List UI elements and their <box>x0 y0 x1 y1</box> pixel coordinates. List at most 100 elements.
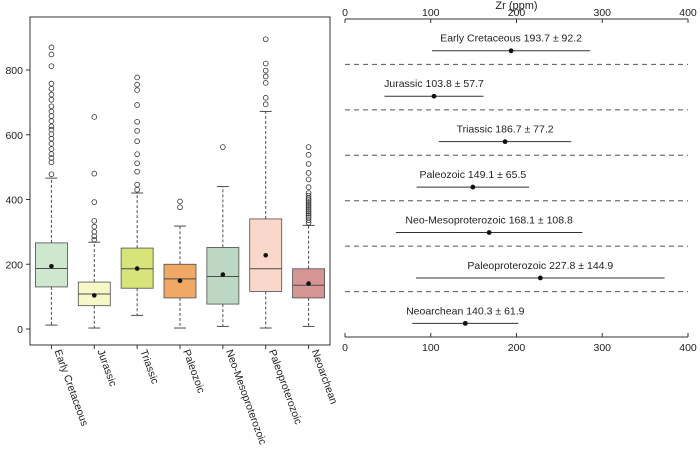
outlier-point <box>48 108 55 115</box>
box-plot-x-axis: Early Cretaceous Jurassic Triassic Paleozoi… <box>50 345 340 446</box>
outlier-point <box>48 113 55 119</box>
bottom-tick-label: 100 <box>422 342 440 354</box>
box-group <box>35 44 68 326</box>
outlier-point <box>177 204 183 211</box>
top-tick-label: 100 <box>422 7 440 19</box>
top-tick-label: 200 <box>508 7 526 19</box>
outlier-point <box>91 218 98 224</box>
error-bar-row: Early Cretaceous 193.7 ± 92.2 <box>345 33 688 65</box>
outlier-point <box>134 119 140 125</box>
mean-point <box>49 263 54 269</box>
outlier-point <box>305 203 312 209</box>
mean-point <box>220 272 226 277</box>
box-group <box>249 36 283 329</box>
error-bar-rows: Early Cretaceous 193.7 ± 92.2 Jurassic 10… <box>345 33 688 326</box>
outlier-point <box>134 87 140 93</box>
mean-point <box>91 293 97 298</box>
outlier-point <box>48 135 55 142</box>
box-group <box>292 144 325 327</box>
outlier-point <box>91 229 98 235</box>
x-tick-label: Jurassic <box>94 348 118 388</box>
outlier-point <box>48 91 55 98</box>
x-tick-label: Neo-Mesoproterozoic <box>223 348 269 446</box>
outlier-point <box>48 103 55 110</box>
outlier-point <box>48 123 55 130</box>
outlier-point <box>48 44 55 51</box>
outlier-point <box>305 210 312 217</box>
error-bar-row: Triassic 186.7 ± 77.2 <box>345 124 688 156</box>
outlier-point <box>262 73 269 80</box>
outlier-point <box>262 95 269 101</box>
y-tick-label: 600 <box>5 130 23 142</box>
outlier-point <box>48 126 55 133</box>
outlier-point <box>134 181 140 188</box>
mean-point <box>177 278 183 284</box>
outlier-point <box>91 199 98 205</box>
error-bar-axes: 0 0 100 100 200 200 300 300 400 400 <box>342 7 697 354</box>
outlier-point <box>91 236 98 243</box>
box-plot-boxes <box>35 36 325 329</box>
bottom-tick-label: 300 <box>593 342 611 354</box>
outlier-point <box>305 144 312 150</box>
outlier-point <box>91 233 98 240</box>
outlier-point <box>305 199 312 205</box>
outlier-point <box>305 214 312 221</box>
mean-point <box>537 275 543 281</box>
bottom-tick-label: 0 <box>342 342 348 354</box>
outlier-point <box>305 190 312 196</box>
outlier-point <box>134 186 140 193</box>
mean-point <box>263 252 269 258</box>
outlier-point <box>262 36 269 43</box>
bottom-tick-label: 200 <box>508 342 526 354</box>
outlier-point <box>305 161 312 167</box>
y-tick-label: 0 <box>17 324 23 336</box>
outlier-point <box>220 144 226 150</box>
outlier-point <box>91 223 98 230</box>
error-bar-label: Paleoproterozoic 227.8 ± 144.9 <box>467 260 613 272</box>
outlier-point <box>305 184 312 190</box>
mean-point <box>486 230 492 235</box>
outlier-point <box>305 212 312 219</box>
error-bar-label: Paleozoic 149.1 ± 65.5 <box>419 169 526 181</box>
y-tick-label: 400 <box>5 195 23 207</box>
outlier-point <box>134 102 140 108</box>
box-group <box>206 144 240 327</box>
outlier-point <box>48 159 55 166</box>
outlier-point <box>48 131 55 137</box>
box-group <box>163 198 197 329</box>
outlier-point <box>305 170 312 176</box>
x-tick-label: Early Cretaceous <box>52 348 91 428</box>
outlier-point <box>134 128 140 134</box>
outlier-point <box>91 114 98 120</box>
outlier-point <box>262 80 269 86</box>
outlier-point <box>48 85 55 92</box>
outlier-point <box>134 151 140 157</box>
box-plot-panel: 0 200 400 600 800 Early Cretaceous Jurassic Tr… <box>5 16 340 446</box>
error-bar-row: Paleoproterozoic 227.8 ± 144.9 <box>345 260 688 293</box>
outlier-point <box>91 170 98 177</box>
x-axis-title: Zr (ppm) <box>495 0 537 12</box>
outlier-point <box>48 96 55 103</box>
outlier-point <box>48 63 55 69</box>
x-tick-label: Triassic <box>137 348 161 386</box>
outlier-point <box>305 209 312 215</box>
top-tick-label: 300 <box>593 7 611 19</box>
top-tick-label: 0 <box>342 7 348 19</box>
mean-point <box>134 266 140 271</box>
error-bar-label: Neo-Mesoproterozoic 168.1 ± 108.8 <box>405 214 573 226</box>
outlier-point <box>48 118 55 124</box>
outlier-point <box>48 51 55 58</box>
box-plot-y-axis: 0 200 400 600 800 <box>5 65 30 336</box>
error-bar-row: Neo-Mesoproterozoic 168.1 ± 108.8 <box>345 214 688 247</box>
outlier-point <box>305 176 312 183</box>
outlier-point <box>305 201 312 207</box>
mean-point <box>508 48 514 54</box>
outlier-point <box>134 74 140 81</box>
outlier-point <box>134 168 140 175</box>
error-bar-label: Triassic 186.7 ± 77.2 <box>457 124 554 136</box>
x-tick-label: Paleoproterozoic <box>266 348 304 426</box>
outlier-point <box>305 192 312 199</box>
outlier-point <box>48 155 55 161</box>
bottom-tick-label: 400 <box>679 342 697 354</box>
